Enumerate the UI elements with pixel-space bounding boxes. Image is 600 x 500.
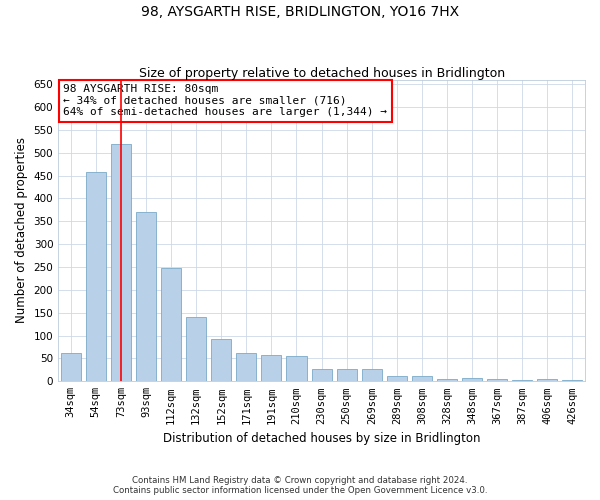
- Bar: [161, 268, 181, 382]
- Bar: [311, 369, 332, 382]
- Y-axis label: Number of detached properties: Number of detached properties: [15, 138, 28, 324]
- Title: Size of property relative to detached houses in Bridlington: Size of property relative to detached ho…: [139, 66, 505, 80]
- Bar: [412, 376, 432, 382]
- Bar: [462, 378, 482, 382]
- Bar: [437, 378, 457, 382]
- X-axis label: Distribution of detached houses by size in Bridlington: Distribution of detached houses by size …: [163, 432, 481, 445]
- Bar: [487, 380, 507, 382]
- Bar: [362, 369, 382, 382]
- Bar: [236, 353, 256, 382]
- Bar: [286, 356, 307, 382]
- Bar: [61, 353, 81, 382]
- Bar: [86, 172, 106, 382]
- Text: 98, AYSGARTH RISE, BRIDLINGTON, YO16 7HX: 98, AYSGARTH RISE, BRIDLINGTON, YO16 7HX: [141, 5, 459, 19]
- Bar: [387, 376, 407, 382]
- Bar: [262, 355, 281, 382]
- Bar: [136, 212, 156, 382]
- Text: Contains HM Land Registry data © Crown copyright and database right 2024.
Contai: Contains HM Land Registry data © Crown c…: [113, 476, 487, 495]
- Bar: [186, 318, 206, 382]
- Bar: [337, 369, 357, 382]
- Bar: [538, 380, 557, 382]
- Text: 98 AYSGARTH RISE: 80sqm
← 34% of detached houses are smaller (716)
64% of semi-d: 98 AYSGARTH RISE: 80sqm ← 34% of detache…: [64, 84, 388, 117]
- Bar: [111, 144, 131, 382]
- Bar: [512, 380, 532, 382]
- Bar: [211, 339, 231, 382]
- Bar: [562, 380, 583, 382]
